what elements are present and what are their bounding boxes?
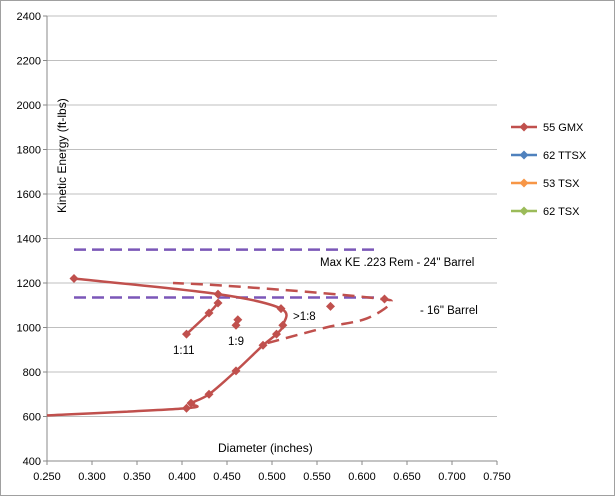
x-tick-label: 0.450: [213, 471, 241, 483]
x-tick-label: 0.350: [123, 471, 151, 483]
x-tick-label: 0.500: [258, 471, 286, 483]
ref-line-label-24: Max KE .223 Rem - 24" Barrel: [320, 257, 474, 269]
y-tick-label: 1400: [17, 234, 41, 246]
y-tick-label: 1000: [17, 323, 41, 335]
annotation-twist-1-9: 1:9: [228, 336, 244, 348]
data-point-55-gmx: [276, 304, 286, 314]
data-point-extra: [326, 301, 335, 311]
x-tick-label: 0.750: [483, 471, 511, 483]
data-point-55-gmx: [272, 329, 281, 339]
reference-lines: [74, 248, 380, 299]
legend-marker-icon: [519, 150, 529, 160]
annotation-twist-1-11: 1:11: [173, 345, 195, 357]
x-tick-label: 0.600: [348, 471, 376, 483]
data-point-55-gmx: [69, 274, 79, 284]
x-tick-labels: 0.250 0.300 0.350 0.400 0.450 0.500 0.550 0.600…: [33, 461, 511, 483]
y-tick-label: 1200: [17, 278, 41, 290]
data-point-55-gmx: [213, 289, 223, 299]
legend-marker-icon: [519, 178, 529, 188]
x-tick-label: 0.700: [438, 471, 466, 483]
x-tick-label: 0.550: [303, 471, 331, 483]
y-tick-label: 400: [23, 456, 41, 468]
data-point-extra: [380, 294, 389, 304]
y-tick-label: 2200: [17, 56, 41, 68]
data-point-twist: [204, 308, 214, 318]
x-tick-label: 0.400: [168, 471, 196, 483]
y-tick-label: 1800: [17, 145, 41, 157]
y-tick-label: 800: [23, 367, 41, 379]
data-point-twist: [182, 329, 191, 339]
legend-marker-icon: [519, 206, 529, 216]
annotation-twist-1-8: >1:8: [293, 311, 316, 323]
y-tick-label: 1600: [17, 189, 41, 201]
series-markers: [69, 274, 389, 413]
data-point-55-gmx: [258, 340, 268, 350]
gridlines: [47, 15, 497, 462]
x-axis-title: Diameter (inches): [218, 441, 313, 455]
data-point-55-gmx: [182, 403, 191, 413]
x-tick-label: 0.300: [78, 471, 106, 483]
legend-marker-icon: [519, 122, 529, 132]
y-tick-label: 600: [23, 412, 41, 424]
legend-label: 62 TTSX: [543, 150, 587, 162]
legend-label: 53 TSX: [543, 178, 580, 190]
data-point-twist: [233, 315, 243, 325]
y-tick-labels: 400 600 800 1000 1200 1400 1600 1800 2000 2200 240…: [17, 11, 47, 468]
legend-label: 55 GMX: [543, 122, 584, 134]
y-tick-label: 2000: [17, 100, 41, 112]
y-axis-title: Kinetic Energy (ft-lbs): [55, 98, 69, 213]
legend-label: 62 TSX: [543, 206, 580, 218]
x-tick-label: 0.250: [33, 471, 61, 483]
x-tick-label: 0.650: [393, 471, 421, 483]
data-point-55-gmx: [186, 398, 196, 408]
data-point-twist: [213, 298, 223, 308]
y-tick-label: 2400: [17, 11, 41, 23]
data-point-55-gmx: [278, 320, 288, 330]
data-point-55-gmx: [204, 389, 214, 399]
legend: 55 GMX 62 TTSX 53 TSX 62 TSX: [511, 122, 587, 218]
data-point-55-gmx: [231, 366, 241, 376]
ref-line-label-16: - 16" Barrel: [420, 305, 478, 317]
